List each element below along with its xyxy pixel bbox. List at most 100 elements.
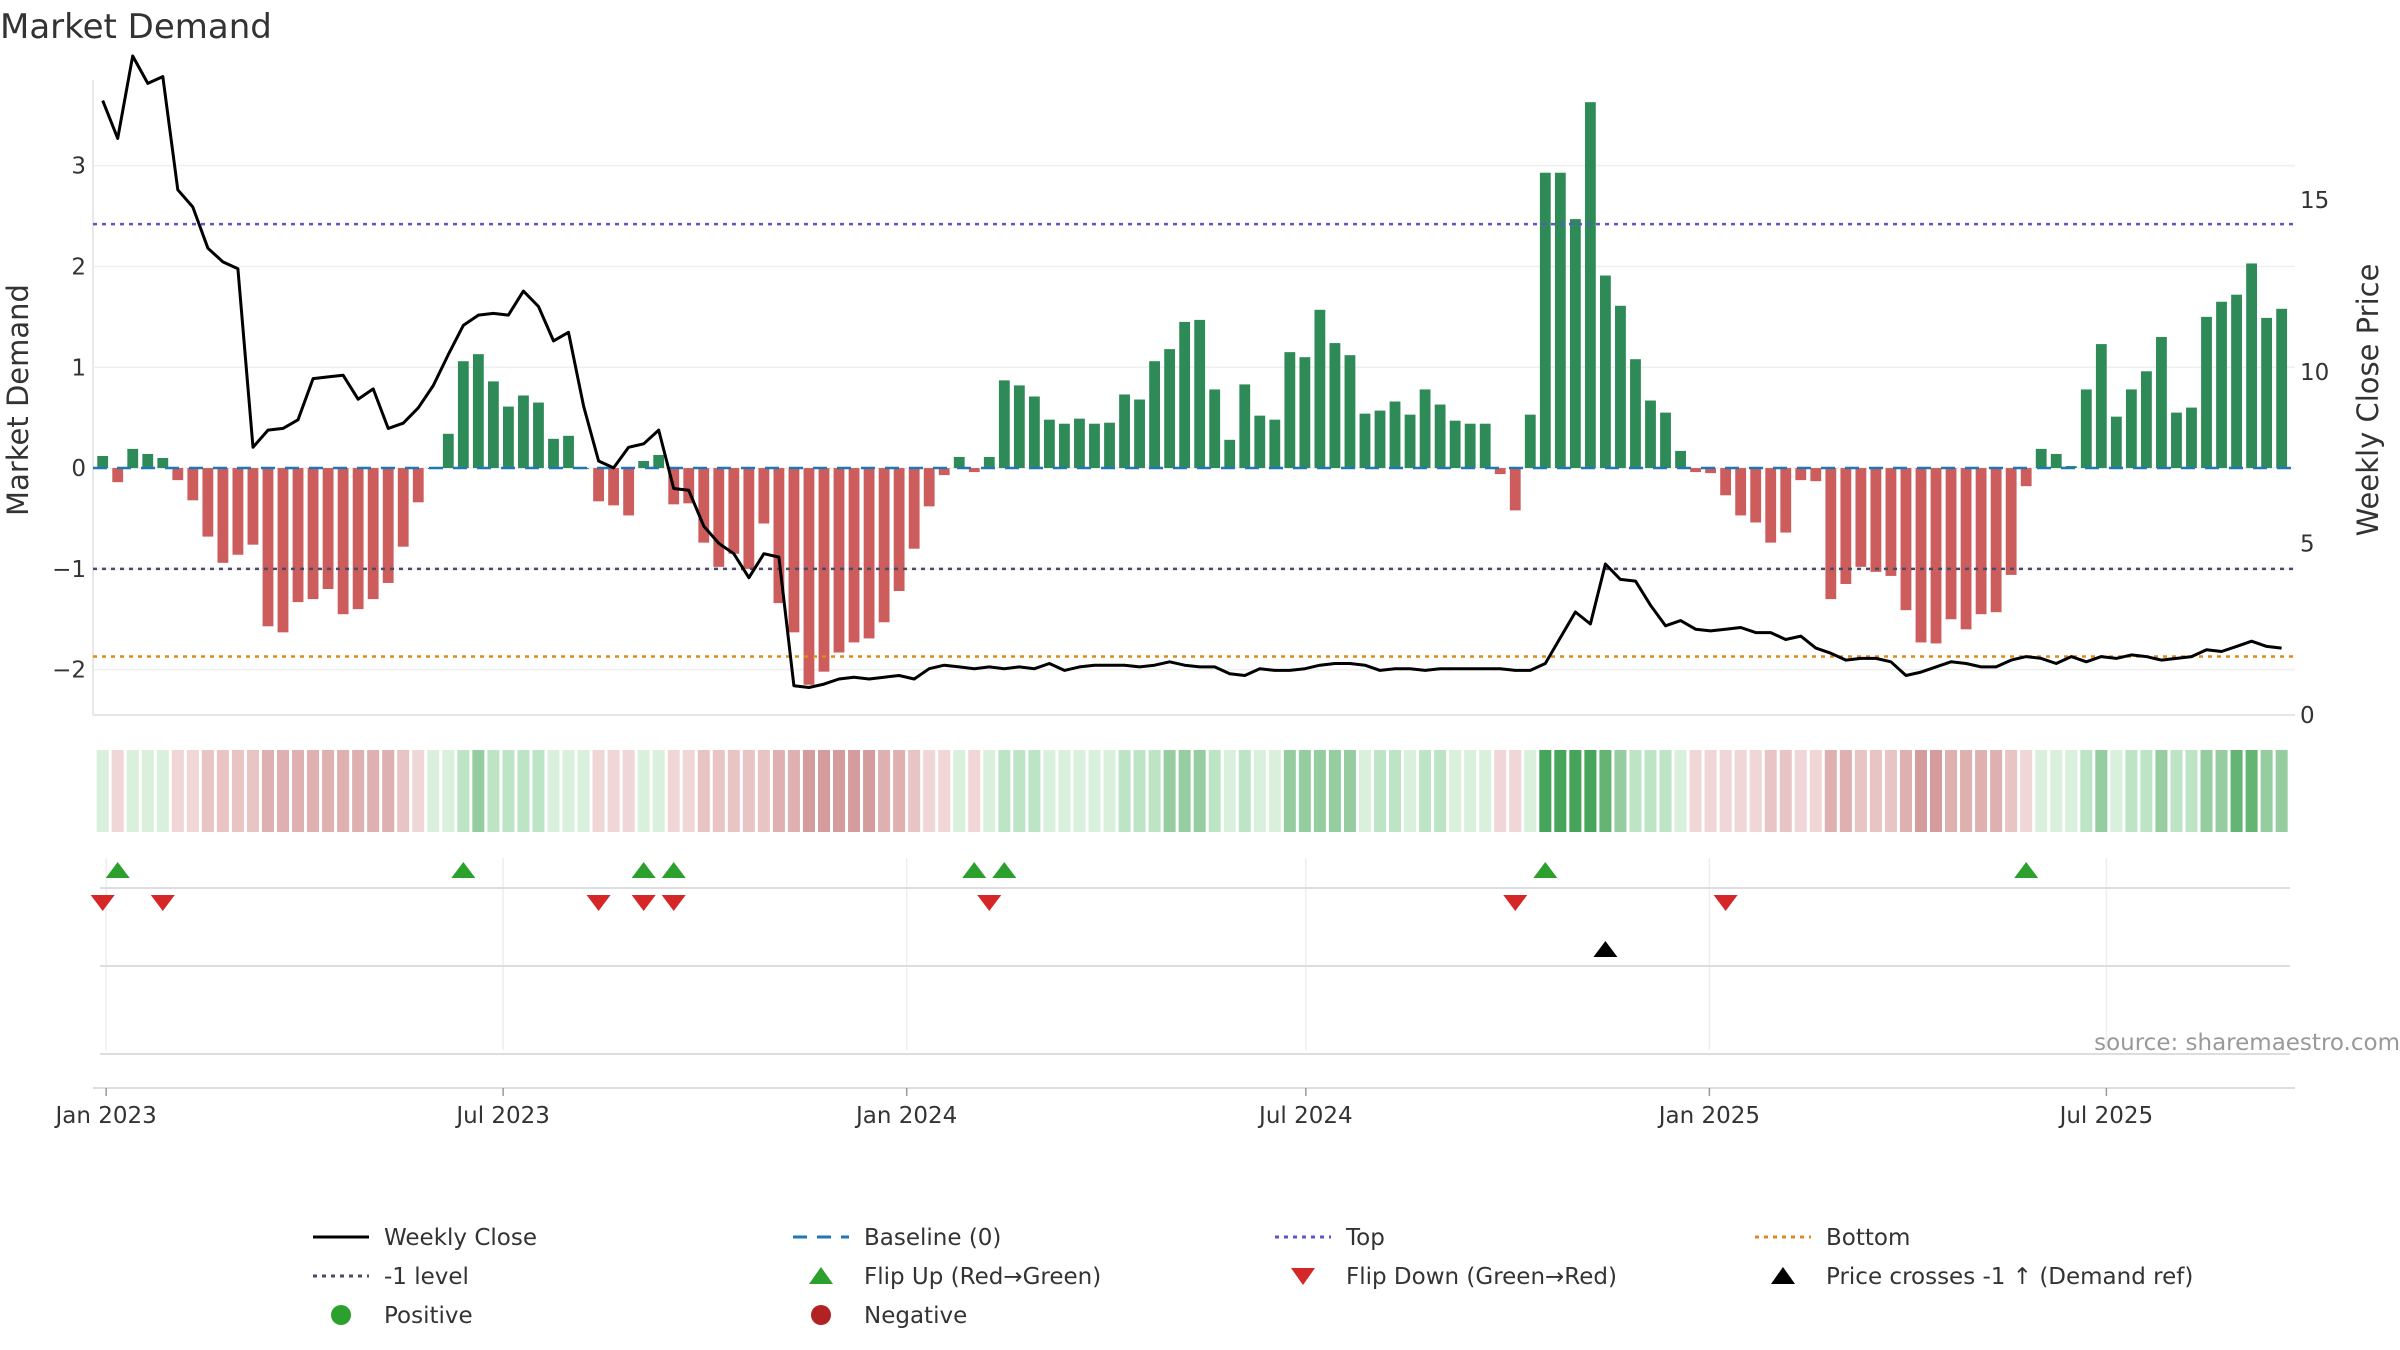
heat-cell xyxy=(141,750,154,832)
demand-bar xyxy=(878,468,890,623)
demand-bar xyxy=(1494,468,1506,475)
x-tick-label: Jan 2024 xyxy=(854,1103,957,1129)
heat-cell xyxy=(2065,750,2078,832)
heat-cell xyxy=(1539,750,1552,832)
demand-bar xyxy=(1359,413,1371,469)
heat-cell xyxy=(1313,750,1326,832)
demand-bar xyxy=(352,468,364,610)
demand-bar xyxy=(412,468,424,503)
heat-cell xyxy=(1914,750,1928,832)
demand-bar xyxy=(1013,385,1025,469)
heat-cell xyxy=(2170,750,2183,832)
heat-cell xyxy=(352,750,365,832)
heat-cell xyxy=(1629,750,1642,832)
demand-bar xyxy=(217,468,229,563)
heat-cell xyxy=(592,750,605,832)
demand-bar xyxy=(1855,468,1867,567)
right-y-ticks: 15 10 5 0 xyxy=(2300,188,2329,729)
heat-cell xyxy=(201,750,214,832)
legend-triangle-down-icon xyxy=(1291,1268,1315,1285)
demand-bar xyxy=(1645,400,1656,469)
heat-cell xyxy=(1614,750,1627,832)
heat-cell xyxy=(2140,750,2153,832)
heat-cell xyxy=(517,750,530,832)
heat-cell xyxy=(1373,750,1387,832)
heat-cell xyxy=(246,750,259,832)
heat-cell xyxy=(382,750,395,832)
heat-cell xyxy=(2260,750,2273,832)
heat-cell xyxy=(2275,750,2288,832)
heat-cell xyxy=(261,750,274,832)
heat-cell xyxy=(757,750,770,832)
heat-cell xyxy=(1975,750,1988,832)
heat-cell xyxy=(1058,750,1071,832)
flip-up-marker xyxy=(631,862,656,878)
heat-cell xyxy=(2215,750,2228,832)
flip-up-marker xyxy=(661,862,686,878)
signal-panels: Jan 2023 Jul 2023 Jan 2024 Jul 2024 Jan 2025… xyxy=(54,858,2295,1129)
flip-down-marker xyxy=(631,895,656,911)
demand-bar xyxy=(893,468,905,592)
legend-label: Weekly Close xyxy=(384,1225,537,1251)
demand-bar xyxy=(1675,450,1686,469)
heat-cell xyxy=(652,750,665,832)
heat-cell xyxy=(1719,750,1732,832)
heat-cell xyxy=(1509,750,1522,832)
demand-bar xyxy=(1028,396,1040,469)
demand-bar xyxy=(367,468,379,600)
heat-cell xyxy=(472,750,485,832)
heat-cell xyxy=(1704,750,1717,832)
demand-bar xyxy=(548,438,559,469)
legend-item: Bottom xyxy=(1755,1225,1910,1251)
heat-cell xyxy=(1073,750,1086,832)
demand-bar xyxy=(833,468,845,653)
heat-cell xyxy=(562,750,575,832)
heat-cell xyxy=(1494,750,1507,832)
heat-cell xyxy=(878,750,891,832)
heat-cell xyxy=(96,750,109,832)
demand-bar xyxy=(1960,468,1972,630)
demand-bar xyxy=(1825,468,1837,600)
heat-cell xyxy=(2050,750,2063,832)
heat-cell xyxy=(1824,750,1837,832)
heat-cell xyxy=(983,750,996,832)
flip-down-marker xyxy=(586,895,611,911)
legend-label: Top xyxy=(1345,1225,1385,1251)
legend-item: Price crosses -1 ↑ (Demand ref) xyxy=(1771,1264,2193,1290)
legend-item: Baseline (0) xyxy=(793,1225,1001,1251)
heat-cell xyxy=(487,750,500,832)
demand-bar xyxy=(487,381,499,469)
demand-bar xyxy=(1945,468,1957,620)
demand-bar xyxy=(277,468,289,633)
demand-bar xyxy=(2186,407,2197,469)
heat-cell xyxy=(998,750,1011,832)
heat-cell xyxy=(1434,750,1447,832)
demand-bar xyxy=(1314,309,1326,469)
heat-cell xyxy=(1644,750,1657,832)
heat-cell xyxy=(1253,750,1266,832)
heat-cell xyxy=(156,750,169,832)
reference-lines xyxy=(93,222,2295,658)
y2-tick-label: 15 xyxy=(2300,188,2329,214)
demand-bar xyxy=(187,468,199,501)
demand-bar xyxy=(503,406,514,469)
demand-bar xyxy=(1509,468,1521,511)
demand-bar xyxy=(262,468,274,627)
demand-bar xyxy=(1840,468,1852,584)
legend-label: -1 level xyxy=(384,1264,469,1290)
demand-bar xyxy=(1329,343,1341,469)
heat-cell xyxy=(727,750,740,832)
demand-bar xyxy=(953,456,965,469)
demand-bar xyxy=(1059,423,1070,469)
heat-cell xyxy=(2110,750,2123,832)
demand-bar xyxy=(1750,468,1762,523)
heat-cell xyxy=(1163,750,1176,832)
y2-axis-label: Weekly Close Price xyxy=(2351,264,2385,537)
heat-cell xyxy=(1464,750,1477,832)
demand-bar xyxy=(337,468,349,615)
heat-cell xyxy=(1899,750,1912,832)
demand-bar xyxy=(1269,419,1281,469)
heat-cell xyxy=(457,750,470,832)
demand-bar xyxy=(1389,401,1401,469)
heat-cell xyxy=(667,750,680,832)
